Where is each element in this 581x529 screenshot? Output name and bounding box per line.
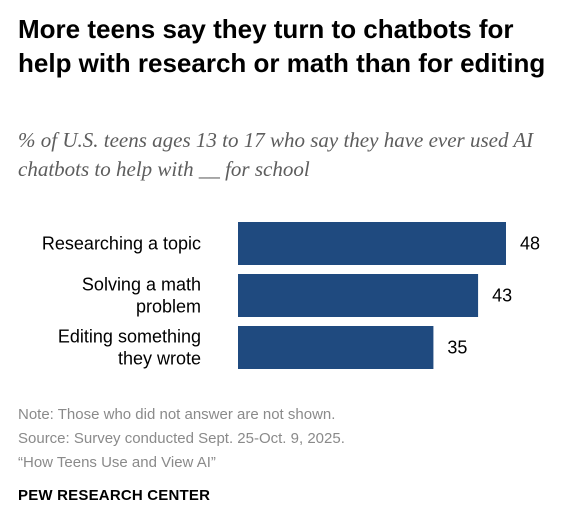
footer-logo-text: PEW RESEARCH CENTER [18, 487, 211, 504]
value-label-1: 43 [492, 286, 512, 306]
source-text: Source: Survey conducted Sept. 25-Oct. 9… [18, 430, 345, 447]
value-label-2: 35 [447, 338, 467, 358]
bar-2 [238, 326, 434, 369]
category-label-2: Editing something they wrote [58, 327, 201, 369]
category-label-1: Solving a math problem [82, 275, 201, 317]
report-title: “How Teens Use and View AI” [18, 454, 216, 471]
chart-subtitle: % of U.S. teens ages 13 to 17 who say th… [18, 128, 534, 181]
note-text: Note: Those who did not answer are not s… [18, 406, 336, 423]
value-label-0: 48 [520, 234, 540, 254]
bar-1 [238, 274, 479, 317]
bar-chart: 48 Researching a topic 43 Solving a math pro… [42, 222, 540, 369]
chart-title: More teens say they turn to chatbots for… [18, 14, 546, 78]
category-label-0: Researching a topic [42, 234, 201, 254]
bar-0 [238, 222, 506, 265]
notes-block: Note: Those who did not answer are not s… [18, 403, 568, 475]
